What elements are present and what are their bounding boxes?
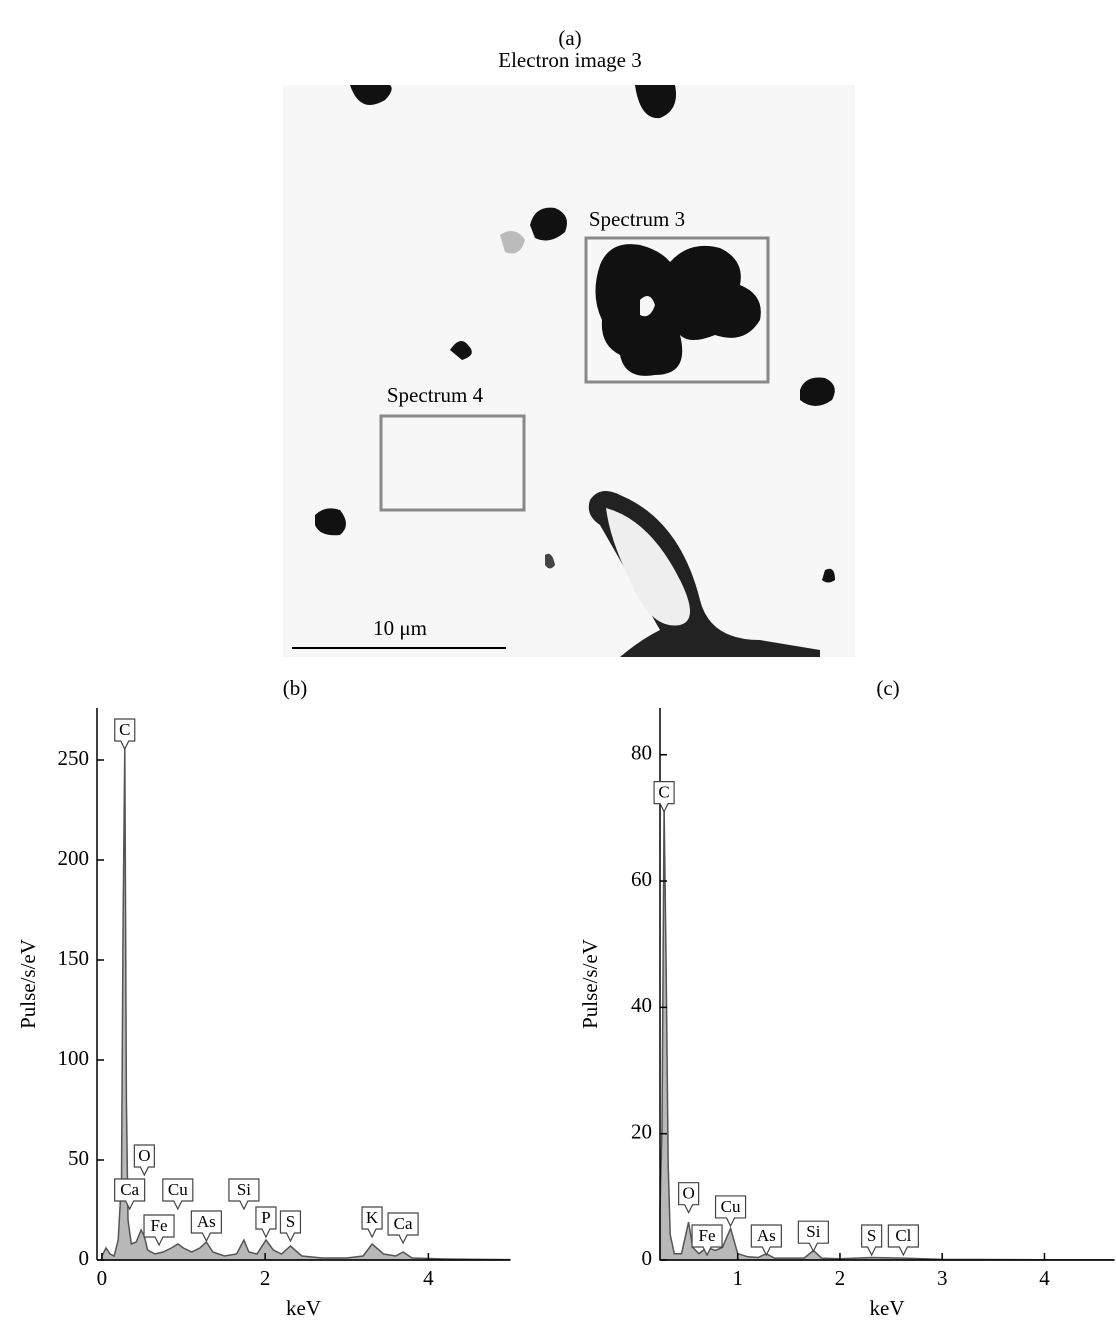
scale-bar-label: 10 μm [373,616,427,640]
y-tick-label: 40 [631,993,652,1017]
spectrum-area [660,805,1114,1260]
region-label: Spectrum 4 [387,383,484,407]
y-tick-label: 250 [58,746,90,770]
annotation: O [682,1184,694,1203]
y-tick-label: 200 [58,846,90,870]
x-tick-label: 0 [97,1266,108,1290]
annotation: K [366,1208,379,1227]
x-tick-label: 2 [835,1266,846,1290]
figure: (a) Electron image 3 Spectrum 3 Spectrum… [0,0,1116,1326]
annotation: As [197,1212,216,1231]
y-axis-label: Pulse/s/eV [578,939,602,1029]
annotation: O [138,1146,150,1165]
region-label: Spectrum 3 [589,207,685,231]
annotation: Fe [699,1226,716,1245]
y-axis-label: Pulse/s/eV [16,939,40,1029]
annotation: C [119,720,130,739]
annotation: S [867,1226,876,1245]
panel-label: (a) [558,26,581,50]
annotation: Ca [120,1180,139,1199]
annotation: Cl [895,1226,911,1245]
panel-label: (b) [283,676,308,700]
annotation: Si [806,1222,820,1241]
sem-image [283,85,855,657]
x-tick-label: 1 [732,1266,743,1290]
y-tick-label: 20 [631,1119,652,1143]
y-tick-label: 150 [58,946,90,970]
x-axis-label: keV [286,1296,321,1320]
image-title: Electron image 3 [498,48,641,72]
annotation: S [286,1212,295,1231]
annotation: P [261,1208,270,1227]
panel-label: (c) [876,676,899,700]
annotation: Si [237,1180,251,1199]
y-tick-label: 0 [79,1246,90,1270]
annotation: As [757,1226,776,1245]
annotation: C [658,783,669,802]
x-axis-label: keV [870,1296,905,1320]
annotation: Fe [151,1216,168,1235]
x-tick-label: 4 [1039,1266,1050,1290]
y-tick-label: 80 [631,741,652,765]
annotation: Ca [394,1214,413,1233]
y-tick-label: 60 [631,867,652,891]
x-tick-label: 3 [937,1266,948,1290]
x-tick-label: 2 [260,1266,271,1290]
annotation: Cu [721,1197,741,1216]
y-tick-label: 100 [58,1046,90,1070]
x-tick-label: 4 [423,1266,434,1290]
y-tick-label: 50 [68,1146,89,1170]
y-tick-label: 0 [642,1246,653,1270]
annotation: Cu [168,1180,188,1199]
